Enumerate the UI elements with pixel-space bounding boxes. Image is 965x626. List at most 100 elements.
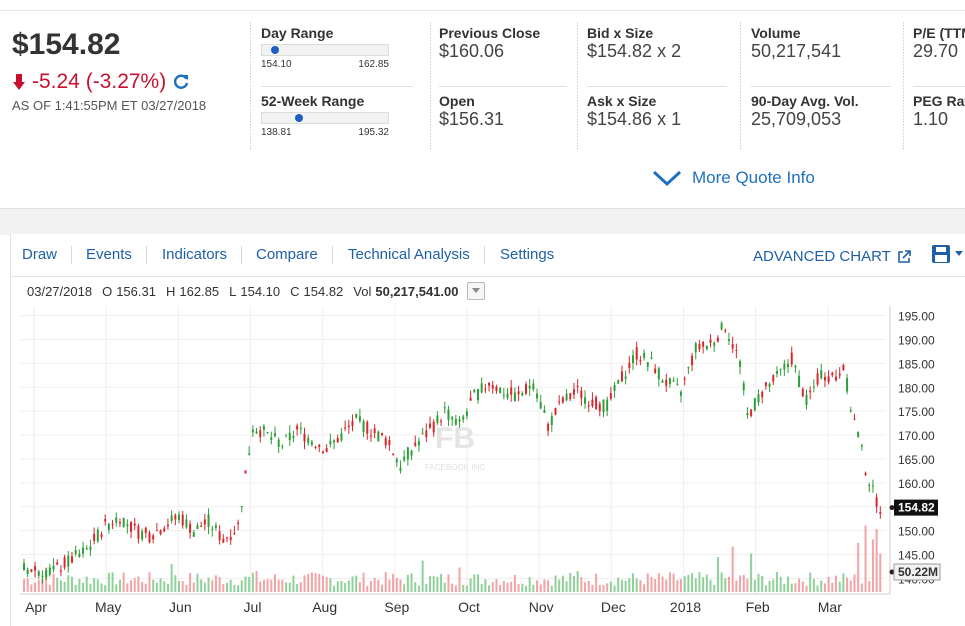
x-tick-label: Oct — [458, 599, 480, 615]
chart-watermark-sub: FACEBOOK INC — [425, 463, 485, 472]
candle-body — [801, 388, 804, 397]
stat-bid: Bid x Size $154.82 x 2 — [587, 25, 681, 62]
volume-bar — [310, 572, 313, 592]
candle-body — [211, 528, 214, 530]
ohlc-high-label: H — [165, 283, 176, 299]
last-volume-label: 50.22M — [898, 565, 938, 579]
candle-body — [820, 370, 823, 379]
volume-bar — [192, 582, 195, 592]
toolbar-events[interactable]: Events — [86, 246, 132, 263]
y-tick-label: 195.00 — [898, 310, 935, 324]
candle-body — [270, 437, 273, 440]
candle-body — [609, 393, 612, 399]
candle-body — [63, 557, 66, 568]
stat-open: Open $156.31 — [439, 93, 504, 130]
candle-body — [48, 567, 51, 575]
ohlc-dropdown-button[interactable] — [466, 282, 485, 300]
candle-body — [827, 376, 830, 383]
candle-body — [617, 379, 620, 384]
volume-bar — [794, 583, 797, 592]
volume-bar — [488, 585, 491, 592]
volume-bar — [63, 582, 66, 592]
advanced-chart-label: ADVANCED CHART — [753, 248, 891, 265]
toolbar-settings[interactable]: Settings — [500, 246, 555, 263]
save-chart-button[interactable] — [931, 244, 963, 264]
refresh-icon[interactable] — [172, 73, 190, 91]
toolbar-compare[interactable]: Compare — [256, 246, 318, 263]
volume-bar — [842, 573, 845, 592]
volume-bar — [137, 576, 140, 592]
candle-body — [366, 421, 369, 434]
last-price-dot — [889, 505, 895, 511]
candle-body — [100, 534, 103, 538]
volume-bar — [746, 578, 749, 592]
separator — [903, 22, 904, 150]
volume-bar — [414, 582, 417, 592]
stat-value: 50,217,541 — [751, 41, 842, 61]
candle-body — [59, 570, 62, 572]
volume-bar — [860, 583, 863, 592]
volume-bar — [155, 582, 158, 592]
candle-body — [506, 393, 509, 398]
stat-volume: Volume 50,217,541 — [751, 25, 841, 62]
volume-bar — [34, 582, 37, 592]
volume-bar — [270, 579, 273, 592]
volume-bar — [89, 583, 92, 592]
volume-bar — [70, 576, 73, 592]
volume-bar — [362, 572, 365, 592]
volume-bar — [539, 584, 542, 592]
volume-bar — [846, 577, 849, 592]
price-chart[interactable]: Apr May Jun Jul Aug Sep Oct Nov Dec 2018 Feb Mar 195… — [10, 298, 965, 626]
volume-bar — [517, 584, 520, 592]
volume-bar — [879, 553, 882, 592]
candle-body — [654, 368, 657, 374]
candle-body — [650, 357, 653, 359]
volume-bar — [41, 578, 44, 592]
day-range-low: 154.10 — [261, 59, 292, 70]
candle-body — [299, 427, 302, 430]
candle-body — [115, 517, 118, 523]
volume-bar — [823, 583, 826, 592]
volume-bar — [170, 564, 173, 592]
day-range-marker — [271, 46, 280, 54]
candle-body — [480, 383, 483, 393]
volume-bar — [451, 583, 454, 592]
candle-body — [200, 525, 203, 527]
more-quote-info-link[interactable]: More Quote Info — [652, 168, 815, 188]
volume-bar — [347, 580, 350, 592]
candle-body — [93, 534, 96, 541]
candle-body — [381, 432, 384, 436]
candle-body — [709, 339, 712, 343]
toolbar-technical-analysis[interactable]: Technical Analysis — [348, 246, 470, 263]
candle-body — [550, 416, 553, 426]
volume-bar — [783, 583, 786, 592]
week52-range: 52-Week Range 138.81 195.32 — [261, 93, 413, 138]
stat-value: $154.82 x 2 — [587, 41, 682, 61]
toolbar-separator — [332, 246, 333, 264]
last-volume-dot — [889, 569, 895, 575]
candle-body — [318, 444, 321, 447]
candle-body — [561, 397, 564, 403]
volume-bar — [107, 572, 110, 592]
toolbar-indicators[interactable]: Indicators — [162, 246, 228, 263]
volume-bar — [536, 580, 539, 592]
external-link-icon — [898, 249, 911, 263]
candle-body — [377, 431, 380, 441]
candle-body — [451, 417, 454, 420]
candle-body — [735, 349, 738, 351]
volume-bar — [572, 575, 575, 592]
volume-bar — [587, 580, 590, 592]
ohlc-low: 154.10 — [240, 283, 281, 299]
candle-body — [787, 363, 790, 367]
candle-body — [473, 390, 476, 393]
volume-bar — [702, 577, 705, 592]
advanced-chart-link[interactable]: ADVANCED CHART — [753, 248, 911, 265]
candle-body — [831, 372, 834, 376]
candle-body — [229, 536, 232, 541]
stat-pe: P/E (TTM) 29.70 — [913, 25, 965, 62]
last-volume-tag — [893, 563, 941, 581]
toolbar-draw[interactable]: Draw — [22, 246, 58, 263]
candle-body — [513, 392, 516, 402]
candle-body — [159, 530, 162, 535]
volume-bar — [646, 573, 649, 592]
